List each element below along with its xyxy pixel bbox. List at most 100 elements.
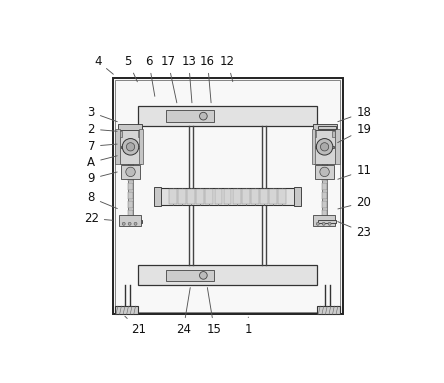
Text: 2: 2	[87, 123, 117, 136]
Bar	[224, 189, 231, 204]
Bar	[128, 174, 133, 181]
Text: A: A	[87, 156, 117, 169]
Circle shape	[316, 139, 333, 155]
Circle shape	[321, 143, 329, 151]
Bar	[155, 187, 161, 206]
Bar	[313, 215, 336, 226]
Bar	[322, 174, 327, 181]
Bar	[121, 146, 140, 148]
Bar	[187, 189, 195, 204]
Bar	[318, 126, 336, 129]
Text: 4: 4	[94, 55, 113, 74]
Bar	[139, 106, 317, 126]
Bar	[115, 129, 120, 164]
Bar	[128, 129, 133, 136]
Bar	[242, 189, 250, 204]
Bar	[260, 189, 268, 204]
Bar	[294, 187, 301, 206]
Bar	[314, 129, 335, 164]
Bar	[332, 131, 335, 137]
Text: 8: 8	[87, 192, 117, 209]
Bar	[166, 270, 214, 281]
Bar	[119, 131, 122, 137]
Bar	[196, 189, 204, 204]
Circle shape	[199, 112, 207, 120]
Bar	[278, 189, 286, 204]
Circle shape	[316, 222, 319, 225]
Bar	[322, 138, 327, 145]
Text: 3: 3	[87, 106, 117, 122]
Bar	[128, 147, 133, 154]
Circle shape	[126, 167, 135, 177]
Bar	[128, 192, 133, 199]
Bar	[315, 146, 334, 148]
Bar	[322, 147, 327, 154]
Bar	[128, 183, 133, 190]
Bar	[118, 124, 142, 130]
Text: 15: 15	[207, 288, 222, 336]
Bar	[124, 220, 142, 223]
Bar	[322, 129, 327, 218]
Text: 1: 1	[245, 317, 253, 336]
Bar	[128, 129, 133, 218]
Bar	[335, 129, 340, 164]
Text: 11: 11	[338, 164, 371, 179]
Bar	[178, 189, 186, 204]
Bar	[318, 220, 336, 223]
Circle shape	[122, 139, 139, 155]
Text: 21: 21	[125, 316, 147, 336]
Bar	[322, 210, 327, 217]
Bar	[322, 183, 327, 190]
Bar	[139, 265, 317, 285]
Text: 6: 6	[145, 55, 155, 96]
Text: 12: 12	[220, 55, 235, 82]
Text: 9: 9	[87, 172, 117, 185]
Text: 22: 22	[84, 212, 113, 225]
Text: 23: 23	[338, 222, 371, 239]
Text: 24: 24	[176, 288, 191, 336]
Bar	[312, 129, 315, 164]
Bar	[121, 165, 140, 179]
Text: 17: 17	[160, 55, 177, 103]
Bar	[322, 201, 327, 208]
Bar	[322, 165, 327, 172]
Bar	[322, 192, 327, 199]
Bar	[206, 189, 214, 204]
Bar	[313, 124, 337, 130]
Circle shape	[127, 143, 135, 151]
Bar	[124, 126, 142, 129]
Text: 5: 5	[124, 55, 137, 82]
Bar	[128, 165, 133, 172]
Bar	[160, 188, 295, 205]
Bar	[138, 131, 141, 137]
Text: 7: 7	[87, 140, 117, 153]
Circle shape	[122, 222, 125, 225]
Bar	[128, 138, 133, 145]
Circle shape	[320, 167, 329, 177]
Bar	[317, 306, 340, 314]
Text: 13: 13	[181, 55, 196, 103]
Bar	[166, 110, 214, 122]
Text: 18: 18	[338, 106, 371, 122]
Bar	[169, 189, 177, 204]
Bar	[233, 189, 241, 204]
Circle shape	[328, 222, 331, 225]
Bar	[112, 79, 343, 314]
Text: 19: 19	[337, 123, 371, 142]
Circle shape	[128, 222, 131, 225]
Bar	[128, 201, 133, 208]
Bar	[128, 210, 133, 217]
Bar	[214, 189, 222, 204]
Bar	[120, 129, 141, 164]
Bar	[322, 129, 327, 136]
Text: 20: 20	[338, 196, 371, 209]
Bar	[119, 215, 142, 226]
Bar	[313, 131, 316, 137]
Bar	[128, 156, 133, 163]
Bar	[139, 129, 143, 164]
Circle shape	[134, 222, 137, 225]
Text: 16: 16	[200, 55, 215, 103]
Bar	[315, 165, 334, 179]
Bar	[251, 189, 259, 204]
Bar	[115, 80, 340, 312]
